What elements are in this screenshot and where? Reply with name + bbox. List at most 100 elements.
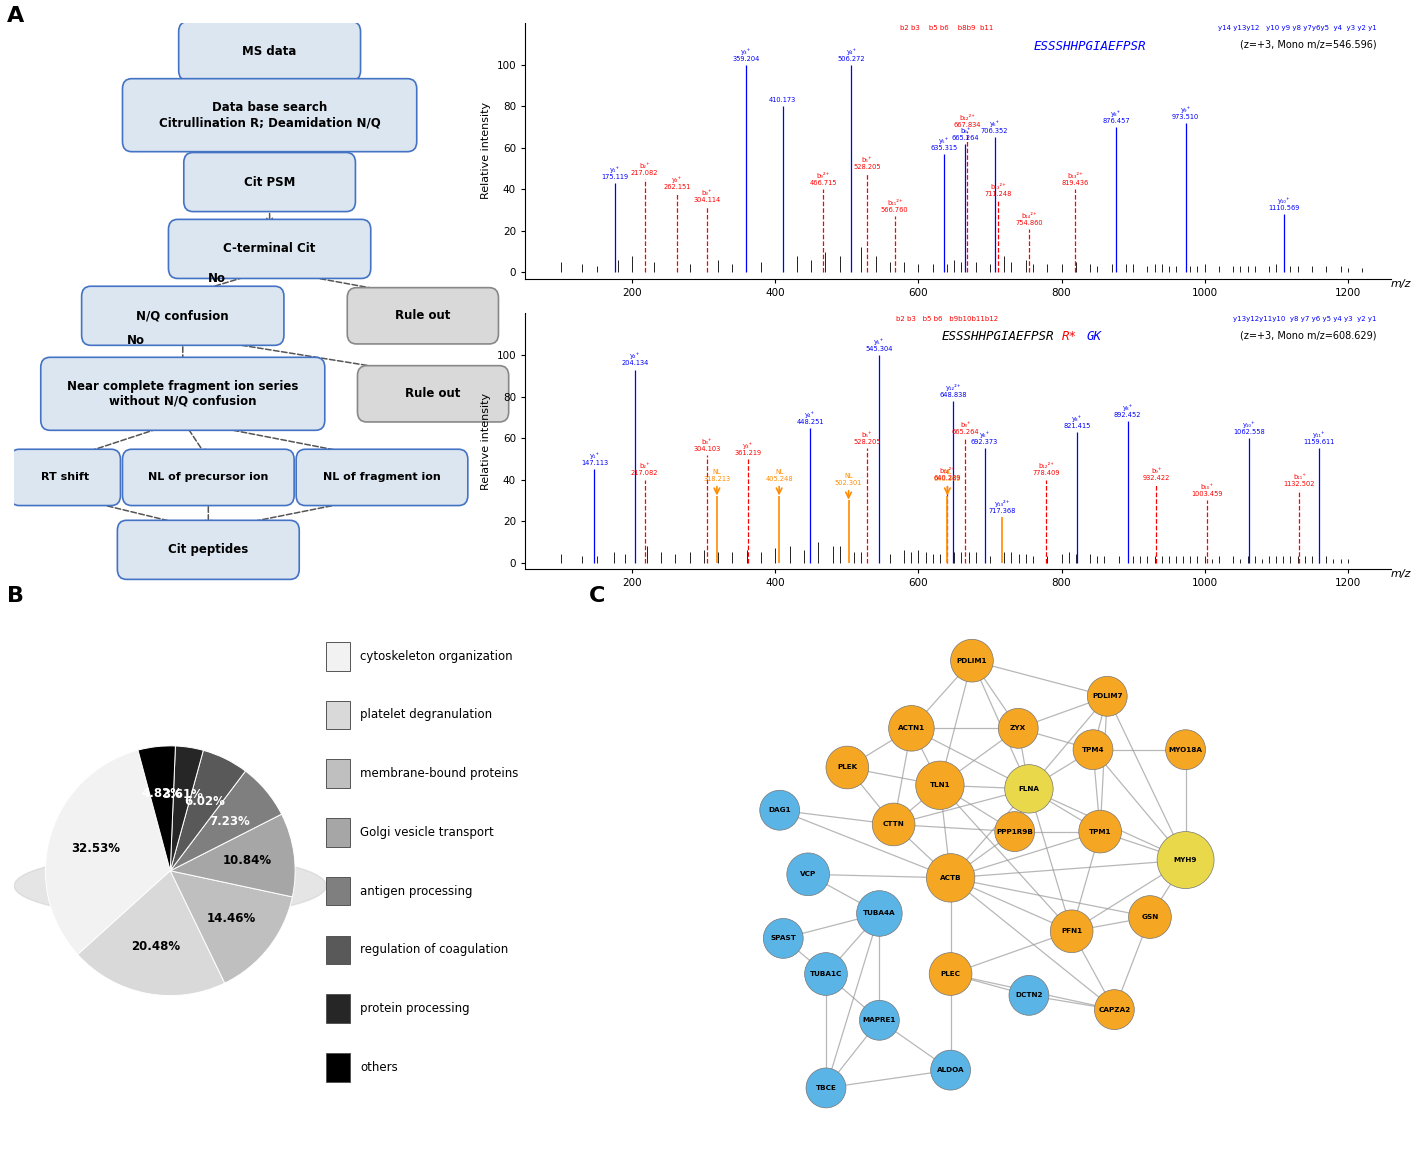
Text: FLNA: FLNA [1019,786,1040,792]
Text: NL
502.301: NL 502.301 [834,473,863,485]
Bar [326,642,350,671]
Bar [326,877,350,906]
Text: y₉⁺
973.510: y₉⁺ 973.510 [1172,106,1199,120]
Text: 410.173: 410.173 [769,98,796,103]
Text: y₁⁺
147.113: y₁⁺ 147.113 [580,453,609,466]
Text: b₉²⁺
466.715: b₉²⁺ 466.715 [809,173,837,186]
Text: C: C [589,586,606,606]
Text: ESSSHHPGIAEFPSR: ESSSHHPGIAEFPSR [942,330,1054,344]
Bar [326,936,350,965]
Circle shape [1009,975,1049,1016]
Text: y₃⁺
361.219: y₃⁺ 361.219 [734,442,761,456]
Circle shape [805,953,847,995]
Wedge shape [170,747,203,871]
Text: b₁₁⁺
1132.502: b₁₁⁺ 1132.502 [1284,474,1315,486]
Text: Near complete fragment ion series
without N/Q confusion: Near complete fragment ion series withou… [67,380,298,408]
Text: y₈⁺
821.415: y₈⁺ 821.415 [1063,414,1091,428]
Text: b₃⁺
304.114: b₃⁺ 304.114 [692,190,721,203]
Text: antigen processing: antigen processing [360,885,473,897]
Text: y₄⁺
448.251: y₄⁺ 448.251 [796,411,823,425]
Text: Cit peptides: Cit peptides [169,543,248,556]
Circle shape [1094,989,1134,1030]
Wedge shape [78,871,224,996]
Text: (z=+3, Mono m/z=608.629): (z=+3, Mono m/z=608.629) [1240,330,1376,340]
Circle shape [1078,810,1121,853]
FancyBboxPatch shape [297,449,468,505]
Text: y₄⁺
506.272: y₄⁺ 506.272 [837,48,866,62]
Text: b₅⁺
528.205: b₅⁺ 528.205 [853,432,881,446]
Text: 10.84%: 10.84% [223,854,271,867]
Bar [326,700,350,729]
Text: NL
640.369: NL 640.369 [934,469,961,482]
Text: y₅⁺
545.304: y₅⁺ 545.304 [866,338,893,352]
Text: platelet degranulation: platelet degranulation [360,708,492,721]
Text: NL of precursor ion: NL of precursor ion [148,473,268,483]
Text: m/z: m/z [1391,569,1410,579]
Text: b2 b3   b5 b6   b9b10b11b12: b2 b3 b5 b6 b9b10b11b12 [895,316,998,322]
Text: b₈⁺
665.264: b₈⁺ 665.264 [951,421,979,435]
Circle shape [1005,765,1053,813]
Circle shape [1128,895,1171,938]
FancyBboxPatch shape [122,449,294,505]
Circle shape [1087,677,1127,716]
Circle shape [1165,730,1206,770]
Text: ACTN1: ACTN1 [898,726,925,731]
Text: B: B [7,586,24,606]
Text: Rule out: Rule out [406,388,461,401]
Wedge shape [170,871,292,983]
Text: b₁₃²⁺
711.248: b₁₃²⁺ 711.248 [985,183,1012,196]
Text: NL
405.248: NL 405.248 [765,469,793,482]
Text: b₁₂²⁺
667.834: b₁₂²⁺ 667.834 [954,115,981,128]
Circle shape [1073,730,1112,770]
Circle shape [951,640,993,682]
Text: b₂⁺
217.082: b₂⁺ 217.082 [631,463,658,476]
Text: membrane-bound proteins: membrane-bound proteins [360,767,518,780]
Text: y₈⁺
876.457: y₈⁺ 876.457 [1103,110,1130,124]
Text: C-terminal Cit: C-terminal Cit [223,243,316,255]
Text: b₁₂²⁺
778.409: b₁₂²⁺ 778.409 [1033,463,1060,476]
Text: b₁₁²⁺
566.760: b₁₁²⁺ 566.760 [881,200,908,214]
Text: y₈⁺
892.452: y₈⁺ 892.452 [1114,404,1141,418]
Wedge shape [170,814,295,897]
Text: (z=+3, Mono m/z=546.596): (z=+3, Mono m/z=546.596) [1240,39,1376,50]
Text: RT shift: RT shift [41,473,89,483]
Text: DCTN2: DCTN2 [1015,993,1043,998]
Text: b2 b3    b5 b6    b8b9  b11: b2 b3 b5 b6 b8b9 b11 [901,26,993,31]
Text: y14 y13y12   y10 y9 y8 y7y6y5  y4  y3 y2 y1: y14 y13y12 y10 y9 y8 y7y6y5 y4 y3 y2 y1 [1218,26,1376,31]
Circle shape [927,853,975,902]
Text: y₁₀⁺
1062.558: y₁₀⁺ 1062.558 [1233,421,1266,435]
Text: Rule out: Rule out [394,309,451,323]
Text: b₁₂²⁺
640.289: b₁₂²⁺ 640.289 [934,468,961,481]
Text: 14.46%: 14.46% [207,913,255,925]
Text: b₅⁺
528.205: b₅⁺ 528.205 [853,157,881,170]
Text: ESSSHHPGIAEFPSR: ESSSHHPGIAEFPSR [1034,39,1147,53]
Text: b₃⁺
304.103: b₃⁺ 304.103 [692,439,721,452]
Text: b₁₃²⁺
819.436: b₁₃²⁺ 819.436 [1061,173,1088,186]
Text: protein processing: protein processing [360,1002,470,1015]
Text: ALDOA: ALDOA [937,1067,965,1073]
Text: 7.23%: 7.23% [209,815,250,828]
Text: CTTN: CTTN [883,822,904,828]
Text: b₁₄²⁺
754.860: b₁₄²⁺ 754.860 [1016,212,1043,225]
Ellipse shape [14,854,326,917]
FancyBboxPatch shape [41,358,325,431]
Text: b₆⁺
665.264: b₆⁺ 665.264 [951,128,979,140]
FancyBboxPatch shape [184,152,355,211]
Text: PDLIM7: PDLIM7 [1093,693,1122,699]
Circle shape [995,812,1034,851]
Text: Cit PSM: Cit PSM [244,175,295,188]
Circle shape [915,762,964,809]
FancyBboxPatch shape [82,287,284,345]
Text: TBCE: TBCE [816,1084,836,1091]
FancyBboxPatch shape [10,449,121,505]
Bar [326,994,350,1023]
Text: y₃⁺
359.204: y₃⁺ 359.204 [732,48,761,62]
Text: y₁₃²⁺
717.368: y₁₃²⁺ 717.368 [989,500,1016,514]
FancyBboxPatch shape [179,22,360,80]
Text: PPP1R9B: PPP1R9B [996,829,1033,835]
Text: Data base search
Citrullination R; Deamidation N/Q: Data base search Citrullination R; Deami… [159,101,380,129]
Text: MAPRE1: MAPRE1 [863,1017,895,1023]
Text: y₁₂²⁺
648.838: y₁₂²⁺ 648.838 [939,383,968,397]
Circle shape [786,853,830,895]
Text: regulation of coagulation: regulation of coagulation [360,944,508,957]
